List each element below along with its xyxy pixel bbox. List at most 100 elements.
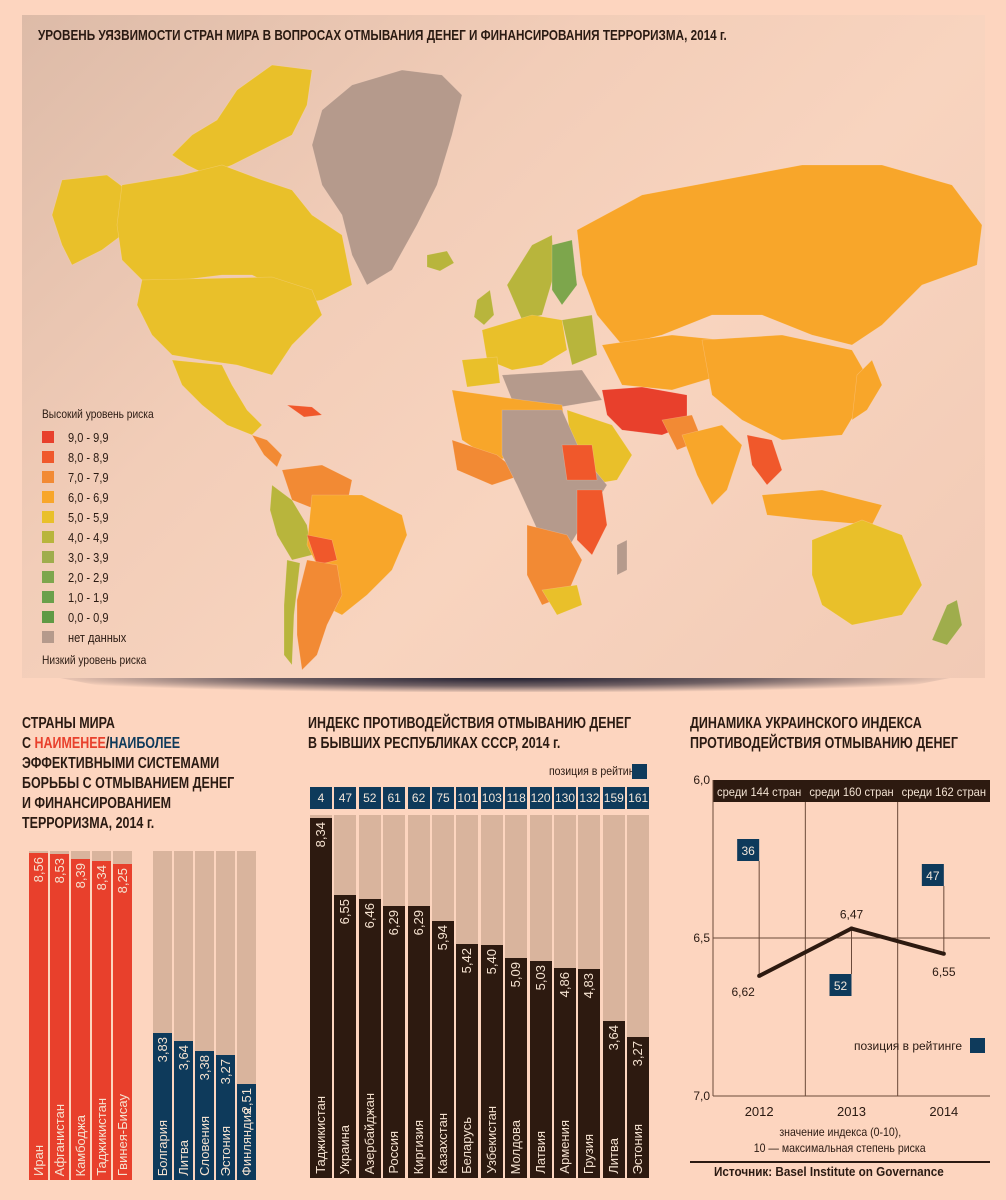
bar-country-label: Казахстан [435, 1113, 450, 1174]
bar-value-label: 6,29 [386, 910, 402, 936]
rank-legend-label: позиция в рейтинге [548, 764, 644, 778]
legend-swatch [42, 511, 54, 523]
legend-item: 0,0 - 0,9 [42, 607, 173, 627]
y-tick-label: 7,0 [693, 1089, 710, 1103]
legend-item-label: 4,0 - 4,9 [68, 529, 109, 545]
country-mexico [171, 359, 263, 436]
legend-item: 3,0 - 3,9 [42, 547, 173, 567]
bar-value-label: 8,53 [52, 857, 67, 883]
bar-value-label: 3,27 [218, 1058, 233, 1085]
legend-item-label: 8,0 - 8,9 [68, 449, 109, 465]
bar-country-label: Азербайджан [361, 1092, 377, 1174]
rank-box [829, 974, 852, 996]
country-ecuador-peru [269, 484, 313, 561]
legend-swatch [42, 471, 54, 483]
bar-post-soviet [432, 921, 454, 1178]
bar-least-effective [50, 853, 69, 1180]
bar-country-label: Афганистан [52, 1103, 67, 1176]
data-point [757, 973, 762, 978]
bar-value-label: 3,64 [176, 1044, 191, 1071]
index-note: значение индекса (0-10), 10 — максимальн… [690, 1124, 990, 1156]
legend-item-label: 0,0 - 0,9 [68, 609, 109, 625]
heading-least-effective: НАИМЕНЕЕ [34, 735, 106, 752]
bar-post-soviet [554, 967, 576, 1178]
rank-box: 62 [407, 787, 430, 809]
bar-least-effective [113, 864, 132, 1180]
country-finland [551, 239, 578, 306]
bar-value-label: 3,83 [155, 1037, 170, 1063]
bar-least-effective [71, 859, 90, 1180]
x-tick-label: 2013 [837, 1104, 866, 1119]
left-heading-line: БОРЬБЫ С ОТМЫВАНИЕМ ДЕНЕГ [22, 775, 235, 792]
bar-value-label: 3,64 [605, 1024, 621, 1050]
country-new-zealand [931, 599, 963, 646]
country-greenland [311, 69, 463, 286]
x-tick-label: 2012 [745, 1104, 774, 1119]
legend-item: нет данных [42, 627, 173, 647]
heading-c: С [22, 735, 35, 752]
rank-legend-swatch [970, 1038, 985, 1053]
country-east-europe [561, 314, 598, 366]
country-iceland [426, 250, 455, 272]
bar-value-label: 3,27 [630, 1040, 646, 1066]
period-label: среди 160 стран [809, 785, 893, 799]
heading-most-effective: НАИБОЛЕЕ [109, 735, 181, 752]
data-point [849, 926, 854, 931]
heading-slash: / [105, 735, 110, 752]
middle-heading: ИНДЕКС ПРОТИВОДЕЙСТВИЯ ОТМЫВАНИЮ ДЕНЕГ В… [308, 714, 631, 754]
bar-country-label: Армения [557, 1120, 572, 1174]
legend-item-label: 2,0 - 2,9 [68, 569, 109, 585]
rank-box: 120 [529, 787, 552, 809]
bar-value-label: 6,55 [337, 898, 353, 925]
bar-country-label: Латвия [532, 1131, 548, 1174]
rank-box: 75 [432, 787, 454, 809]
middle-heading-line: ИНДЕКС ПРОТИВОДЕЙСТВИЯ ОТМЫВАНИЮ ДЕНЕГ [308, 715, 632, 732]
rank-box: 4 [310, 787, 332, 809]
legend-item: 9,0 - 9,9 [42, 427, 173, 447]
bar-country-label: Киргизия [410, 1119, 426, 1174]
bar-value-label: 6,46 [361, 902, 377, 929]
rank-value: 52 [834, 979, 848, 993]
bar-post-soviet [407, 906, 430, 1178]
rank-box: 61 [383, 787, 406, 809]
bar-least-effective [92, 860, 111, 1180]
legend-item-label: 7,0 - 7,9 [68, 469, 109, 485]
bar-value-label: 8,34 [313, 821, 328, 847]
country-chile [283, 559, 301, 666]
bar-post-soviet [358, 898, 381, 1178]
world-map-panel: УРОВЕНЬ УЯЗВИМОСТИ СТРАН МИРА В ВОПРОСАХ… [22, 15, 985, 678]
data-label: 6,55 [932, 965, 956, 979]
bar-value-label: 4,83 [581, 973, 597, 999]
country-iberia [461, 356, 501, 388]
rank-legend-label: позиция в рейтинге [854, 1039, 962, 1053]
bar-value-label: 5,03 [532, 964, 548, 990]
legend-item-label: 9,0 - 9,9 [68, 429, 109, 445]
bar-value-label: 8,39 [73, 863, 88, 889]
bar-post-soviet [480, 944, 503, 1178]
country-canada-arctic [171, 64, 313, 176]
bar-value-label: 5,09 [508, 962, 524, 988]
country-russia [576, 164, 983, 346]
legend-swatch [42, 571, 54, 583]
bar-most-effective [195, 1050, 214, 1180]
legend-item: 6,0 - 6,9 [42, 487, 173, 507]
bar-country-label: Грузия [581, 1133, 597, 1174]
bar-country-label: Словения [197, 1116, 212, 1176]
rank-box [737, 839, 760, 861]
rank-box: 130 [554, 787, 576, 809]
y-tick-label: 6,5 [693, 931, 710, 945]
bar-country-label: Финляндия [239, 1107, 254, 1176]
country-west-africa [451, 439, 523, 486]
rank-value: 47 [926, 869, 940, 883]
ukraine-index-line-chart: среди 144 стран среди 160 стран среди 162 … [693, 773, 990, 1119]
country-south-africa [541, 584, 583, 616]
country-japan [851, 359, 883, 421]
y-tick-label: 6,0 [693, 773, 710, 787]
rank-box: 103 [480, 787, 503, 809]
bar-country-label: Эстония [630, 1123, 646, 1174]
bar-country-label: Россия [386, 1131, 402, 1174]
left-heading-line: И ФИНАНСИРОВАНИЕМ [22, 795, 172, 812]
left-heading-line: С НАИМЕНЕЕ/НАИБОЛЕЕ [22, 734, 234, 754]
bar-most-effective [216, 1054, 235, 1180]
source-credit: Источник: Basel Institute on Governance [714, 1164, 944, 1179]
